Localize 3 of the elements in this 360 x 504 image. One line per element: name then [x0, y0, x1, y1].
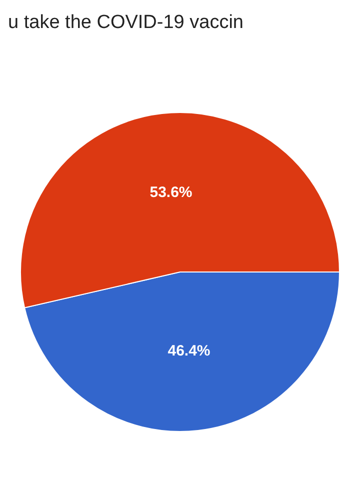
chart-title: u take the COVID-19 vaccin: [7, 11, 244, 35]
data-label: 46.4%: [168, 342, 210, 360]
data-label: 53.6%: [150, 184, 192, 201]
